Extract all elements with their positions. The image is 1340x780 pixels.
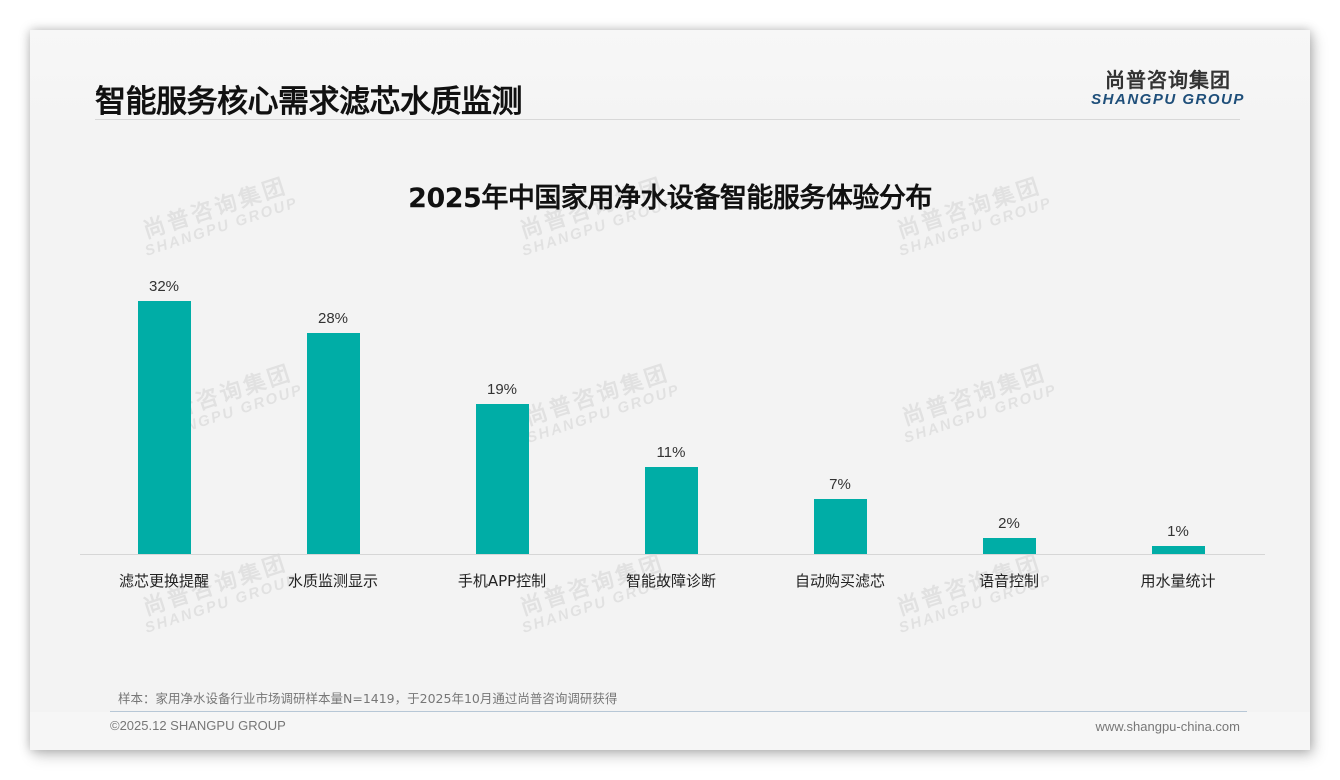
bar-group: 2% [982, 250, 1036, 554]
category-label: 手机APP控制 [457, 572, 547, 590]
logo-english-text: SHANGPU GROUP [1091, 91, 1245, 108]
watermark: 尚普咨询集团 SHANGPU GROUP [517, 550, 678, 637]
category-label: 水质监测显示 [287, 572, 378, 590]
watermark: 尚普咨询集团 SHANGPU GROUP [140, 550, 301, 637]
bar-value-label: 11% [656, 444, 686, 462]
bar-value-label: 28% [317, 309, 349, 327]
bar-group: 7% [813, 250, 867, 554]
bar-value-label: 19% [486, 380, 518, 398]
bar-chart-plot: 32% 28% 19% 11% 7% 2% 1% [80, 250, 1265, 554]
category-label: 语音控制 [978, 572, 1039, 590]
category-label: 用水量统计 [1140, 572, 1216, 590]
website-text: www.shangpu-china.com [1095, 719, 1240, 734]
bar [137, 301, 191, 554]
copyright-text: ©2025.12 SHANGPU GROUP [110, 718, 286, 733]
footer-divider [110, 711, 1247, 712]
bar-group: 32% [137, 250, 191, 554]
footer-band [30, 712, 1310, 750]
bar [306, 332, 360, 554]
header-band [30, 30, 1310, 120]
bar-group: 19% [475, 250, 529, 554]
category-label: 自动购买滤芯 [794, 572, 885, 590]
x-axis-line [80, 554, 1265, 555]
bar-value-label: 7% [829, 475, 851, 493]
company-logo: 尚普咨询集团 SHANGPU GROUP [1088, 64, 1248, 108]
category-label: 滤芯更换提醒 [118, 572, 209, 590]
bar-group: 1% [1151, 250, 1205, 554]
bar-value-label: 32% [148, 278, 180, 295]
bar [813, 498, 867, 554]
bar-group: 11% [644, 250, 698, 554]
watermark: 尚普咨询集团 SHANGPU GROUP [894, 550, 1055, 637]
category-label: 智能故障诊断 [625, 572, 716, 590]
bar-value-label: 2% [998, 515, 1020, 533]
bar [1151, 546, 1205, 554]
bar-group: 28% [306, 250, 360, 554]
logo-chinese-text: 尚普咨询集团 [1105, 68, 1231, 92]
chart-title: 2025年中国家用净水设备智能服务体验分布 [408, 183, 932, 214]
bar [475, 403, 529, 554]
bar-value-label: 1% [1167, 523, 1189, 541]
bar [644, 467, 698, 554]
slide: 智能服务核心需求滤芯水质监测 尚普咨询集团 SHANGPU GROUP 尚普咨询… [30, 30, 1310, 750]
bar [982, 538, 1036, 554]
title-divider [95, 119, 1240, 120]
sample-note: 样本：家用净水设备行业市场调研样本量N=1419，于2025年10月通过尚普咨询… [118, 691, 618, 706]
page-title: 智能服务核心需求滤芯水质监测 [95, 84, 523, 120]
